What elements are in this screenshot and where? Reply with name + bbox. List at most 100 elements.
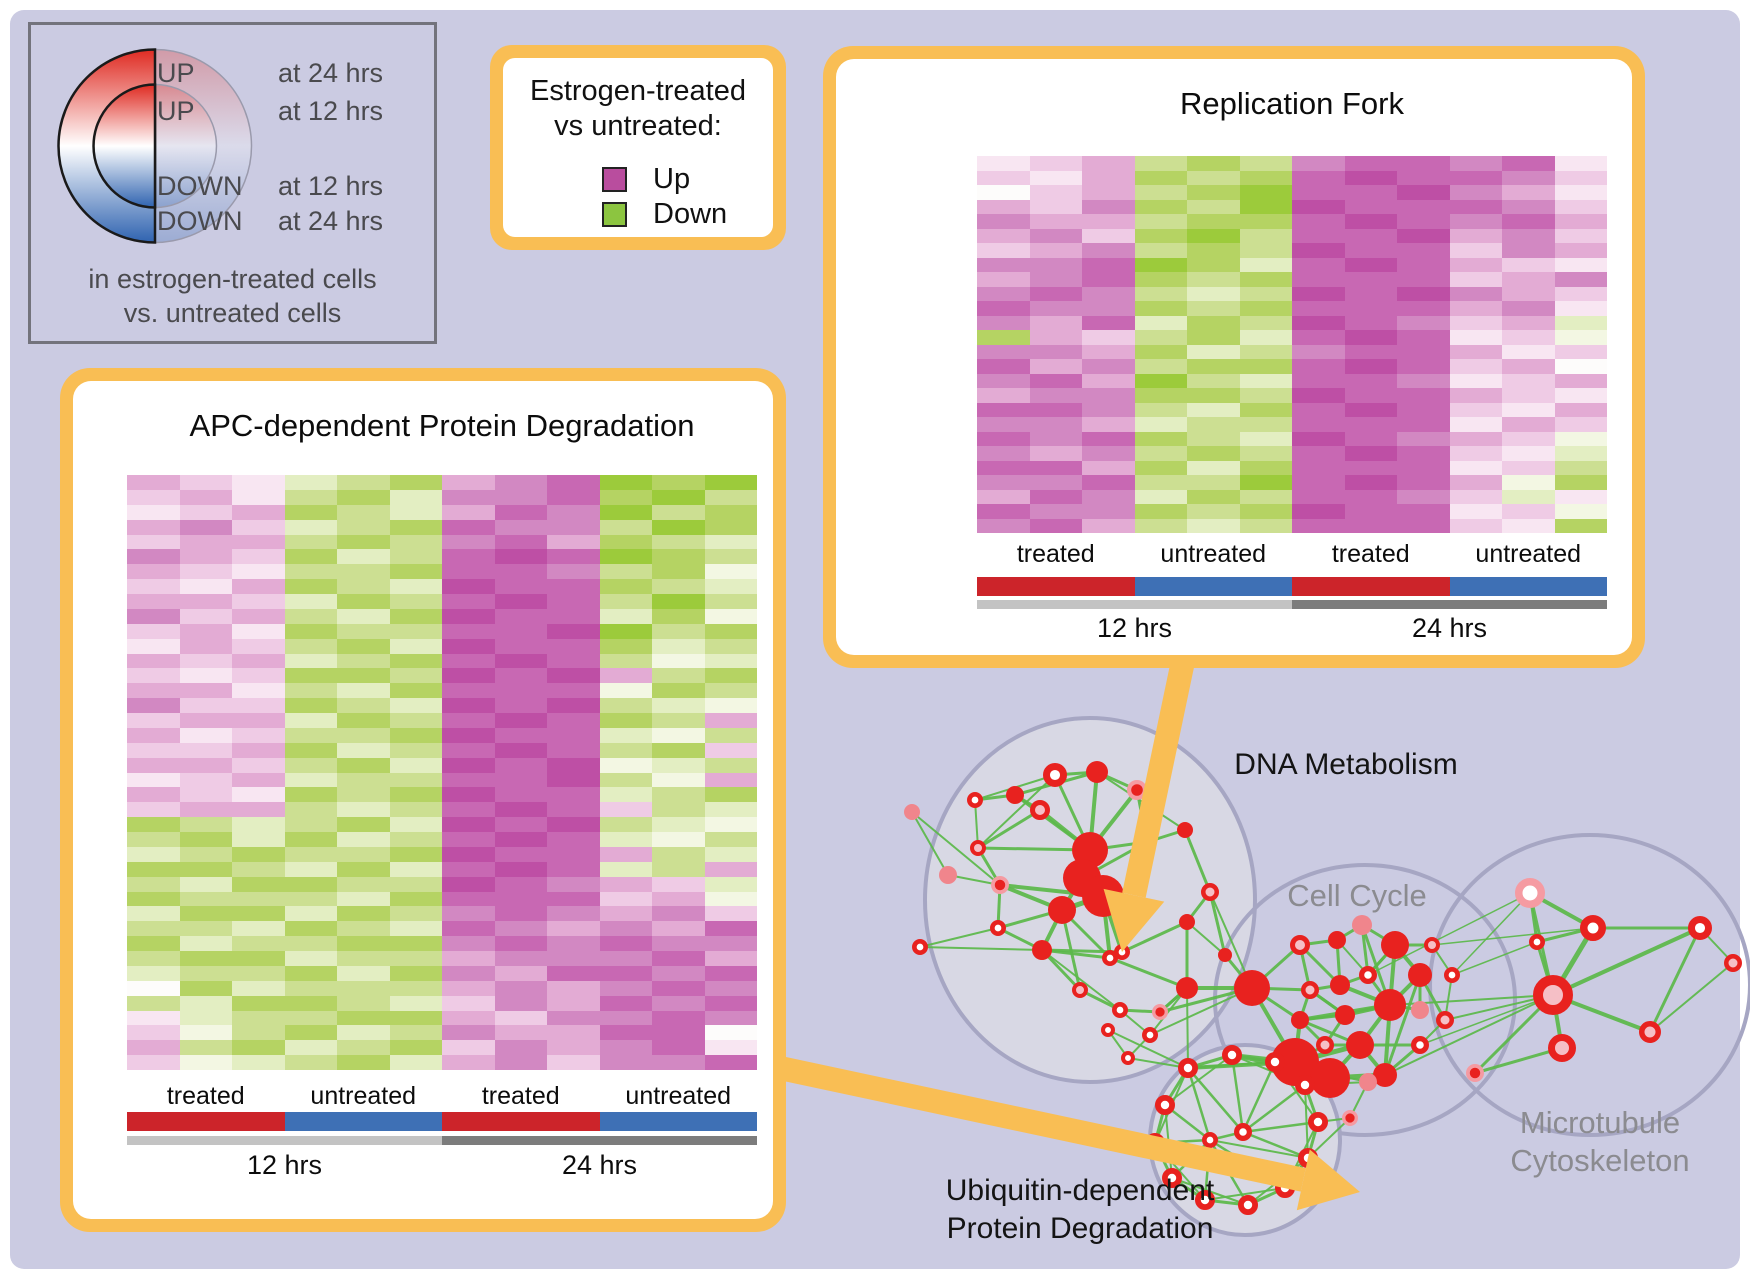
- heatmap-cell: [337, 653, 390, 669]
- heatmap-cell: [547, 534, 600, 550]
- bar-12hrs-segment: [977, 600, 1292, 609]
- heatmap-cell: [442, 1040, 495, 1056]
- heatmap-cell: [1029, 518, 1082, 533]
- apc-degradation-panel: APC-dependent Protein Degradation treate…: [60, 368, 786, 1232]
- heatmap-cell: [127, 519, 180, 535]
- heatmap-cell: [1449, 315, 1502, 330]
- heatmap-cell: [284, 623, 337, 639]
- heatmap-cell: [1239, 344, 1292, 359]
- heatmap-cell: [179, 817, 232, 832]
- heatmap-cell: [494, 906, 547, 922]
- heatmap-row: [127, 1055, 757, 1070]
- heatmap-cell: [337, 965, 390, 981]
- heatmap-cell: [1292, 185, 1345, 200]
- heatmap-cell: [442, 995, 495, 1011]
- apc-duration-labels: 12 hrs 24 hrs: [127, 1150, 757, 1181]
- heatmap-cell: [1344, 199, 1397, 214]
- heatmap-cell: [652, 995, 705, 1011]
- heatmap-cell: [494, 936, 547, 951]
- heatmap-cell: [704, 1025, 757, 1041]
- heatmap-cell: [1397, 460, 1450, 475]
- heatmap-cell: [284, 608, 337, 624]
- heatmap-cell: [1134, 272, 1187, 287]
- heatmap-cell: [704, 698, 757, 713]
- heatmap-cell: [1239, 301, 1292, 316]
- heatmap-cell: [1134, 388, 1187, 403]
- heatmap-cell: [127, 638, 180, 654]
- heatmap-cell: [284, 727, 337, 743]
- heatmap-cell: [977, 460, 1030, 475]
- heatmap-cell: [1502, 518, 1555, 533]
- group-label-treated-12: treated: [166, 1082, 245, 1110]
- bar-24hrs-segment: [1292, 600, 1607, 609]
- heatmap-cell: [494, 668, 547, 684]
- heatmap-cell: [442, 519, 495, 535]
- heatmap-row: [127, 475, 757, 490]
- heatmap-cell: [389, 876, 442, 892]
- heatmap-cell: [179, 653, 232, 669]
- heatmap-cell: [389, 802, 442, 818]
- heatmap-cell: [652, 698, 705, 713]
- heatmap-cell: [442, 564, 495, 580]
- heatmap-cell: [1187, 475, 1240, 490]
- heatmap-cell: [442, 579, 495, 594]
- heatmap-cell: [389, 1010, 442, 1026]
- heatmap-cell: [704, 713, 757, 728]
- heatmap-cell: [652, 1025, 705, 1041]
- heatmap-cell: [127, 683, 180, 699]
- heatmap-cell: [1029, 460, 1082, 475]
- heatmap-cell: [1449, 446, 1502, 461]
- heatmap-cell: [1292, 504, 1345, 519]
- heatmap-cell: [547, 936, 600, 951]
- heatmap-cell: [442, 906, 495, 922]
- heatmap-cell: [1344, 460, 1397, 475]
- dna-metabolism-label: DNA Metabolism: [1234, 748, 1458, 781]
- heatmap-cell: [704, 846, 757, 862]
- heatmap-cell: [547, 742, 600, 758]
- heatmap-cell: [494, 519, 547, 535]
- heatmap-row: [977, 504, 1607, 519]
- heatmap-cell: [1502, 446, 1555, 461]
- bar-24hrs-segment: [442, 1136, 757, 1145]
- heatmap-cell: [179, 534, 232, 550]
- heatmap-cell: [1502, 315, 1555, 330]
- heatmap-cell: [1239, 315, 1292, 330]
- heatmap-cell: [599, 802, 652, 818]
- heatmap-row: [977, 286, 1607, 301]
- heatmap-cell: [704, 727, 757, 743]
- heatmap-cell: [1239, 272, 1292, 287]
- heatmap-cell: [1449, 301, 1502, 316]
- heatmap-cell: [1239, 460, 1292, 475]
- heatmap-cell: [1239, 156, 1292, 171]
- heatmap-cell: [1554, 185, 1607, 200]
- heatmap-cell: [337, 564, 390, 580]
- heatmap-cell: [389, 1025, 442, 1041]
- heatmap-cell: [704, 1055, 757, 1070]
- heatmap-cell: [1554, 446, 1607, 461]
- heatmap-cell: [442, 832, 495, 847]
- heatmap-cell: [547, 757, 600, 773]
- heatmap-row: [127, 1025, 757, 1041]
- legend-footer-line2: vs. untreated cells: [123, 298, 342, 328]
- heatmap-cell: [494, 757, 547, 773]
- heatmap-cell: [389, 623, 442, 639]
- heatmap-cell: [547, 549, 600, 565]
- heatmap-cell: [1134, 417, 1187, 432]
- heatmap-cell: [1239, 504, 1292, 519]
- heatmap-cell: [652, 980, 705, 996]
- heatmap-cell: [442, 594, 495, 609]
- heatmap-cell: [232, 980, 285, 996]
- heatmap-cell: [1029, 228, 1082, 243]
- heatmap-cell: [1292, 199, 1345, 214]
- heatmap-cell: [1397, 228, 1450, 243]
- heatmap-row: [127, 713, 757, 728]
- heatmap-cell: [599, 653, 652, 669]
- heatmap-cell: [1292, 170, 1345, 185]
- heatmap-cell: [547, 683, 600, 699]
- heatmap-cell: [1239, 359, 1292, 374]
- heatmap-cell: [599, 742, 652, 758]
- heatmap-row: [977, 243, 1607, 258]
- heatmap-cell: [389, 921, 442, 937]
- heatmap-cell: [1502, 214, 1555, 229]
- heatmap-cell: [704, 653, 757, 669]
